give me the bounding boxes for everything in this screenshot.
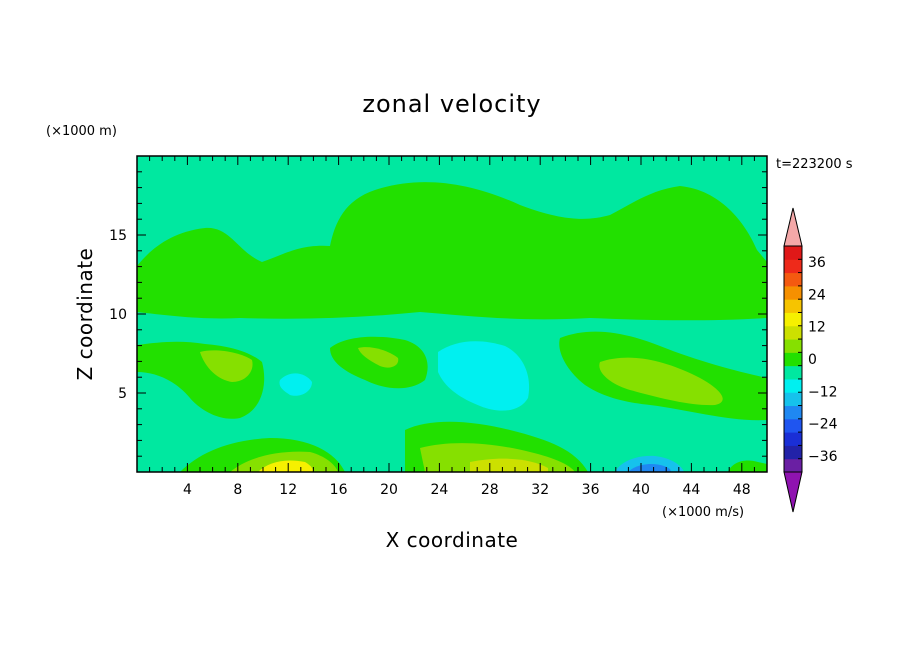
colorbar-tick-label: 36 — [808, 255, 826, 271]
colorbar-tick-label: −36 — [808, 449, 838, 465]
time-label: t=223200 s — [776, 157, 853, 172]
colorbar-segment — [784, 246, 802, 260]
colorbar-segment — [784, 445, 802, 460]
y-tick-label: 5 — [118, 386, 127, 402]
x-units-label: (×1000 m/s) — [662, 505, 744, 520]
x-axis-ticks: 4 8 12 16 20 24 28 32 36 40 44 48 — [136, 156, 768, 498]
colorbar-segment — [784, 378, 802, 393]
colorbar-tick-label: −12 — [808, 384, 838, 400]
x-tick-label: 48 — [733, 482, 751, 498]
field-green-bottom-right — [728, 460, 767, 472]
y-axis-label: Z coordinate — [73, 248, 97, 381]
x-tick-label: 20 — [380, 482, 398, 498]
colorbar-segment — [784, 405, 802, 420]
colorbar-segment — [784, 312, 802, 327]
field-light-green-left — [200, 350, 253, 382]
colorbar-segment — [784, 272, 802, 287]
contour-field — [137, 156, 767, 472]
x-tick-label: 36 — [582, 482, 600, 498]
y-tick-label: 10 — [109, 307, 127, 323]
colorbar-segment — [784, 458, 802, 473]
colorbar-segment — [784, 365, 802, 380]
x-tick-label: 32 — [531, 482, 549, 498]
colorbar-segment — [784, 392, 802, 407]
x-tick-label: 16 — [330, 482, 348, 498]
colorbar-segment — [784, 432, 802, 446]
y-units-label: (×1000 m) — [46, 124, 117, 139]
colorbar-tick-label: 24 — [808, 287, 826, 303]
colorbar-segment — [784, 285, 802, 300]
field-blue-core — [628, 464, 671, 472]
field-light-green-mid — [358, 347, 399, 368]
x-tick-label: 24 — [430, 482, 448, 498]
field-light-green-right — [599, 357, 723, 406]
x-tick-label: 12 — [279, 482, 297, 498]
x-tick-label: 28 — [481, 482, 499, 498]
field-green-upper — [137, 182, 767, 321]
x-axis-label: X coordinate — [386, 528, 519, 552]
colorbar-over-arrow — [783, 207, 803, 247]
colorbar-tick-label: 12 — [808, 320, 826, 336]
x-tick-label: 4 — [183, 482, 192, 498]
field-cyan-core — [438, 341, 530, 411]
x-tick-label: 40 — [632, 482, 650, 498]
x-tick-label: 44 — [682, 482, 700, 498]
colorbar: −36 −24 −12 0 12 24 36 — [783, 207, 838, 513]
colorbar-segment — [784, 418, 802, 433]
field-yellow-bottom-left — [258, 460, 313, 472]
colorbar-segment — [784, 339, 802, 353]
y-axis-ticks: 5 10 15 — [109, 155, 767, 473]
field-cyan-left — [279, 373, 312, 396]
colorbar-segment — [784, 259, 802, 274]
colorbar-segment — [784, 352, 802, 367]
colorbar-segment — [784, 325, 802, 340]
colorbar-tick-label: 0 — [808, 352, 817, 368]
colorbar-under-arrow — [783, 471, 803, 513]
colorbar-segment — [784, 299, 802, 313]
colorbar-tick-label: −24 — [808, 417, 838, 433]
x-tick-label: 8 — [233, 482, 242, 498]
chart-title: zonal velocity — [362, 90, 541, 118]
y-tick-label: 15 — [109, 228, 127, 244]
